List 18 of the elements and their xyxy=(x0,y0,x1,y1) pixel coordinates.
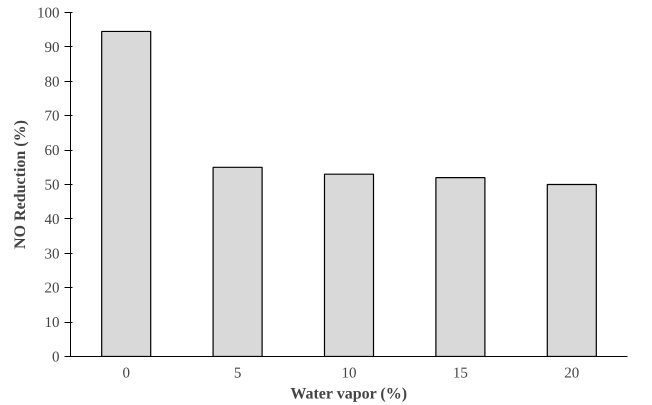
y-tick-label: 60 xyxy=(44,143,60,160)
y-tick-label: 70 xyxy=(44,108,60,125)
y-tick-label: 30 xyxy=(44,246,60,262)
x-tick-label: 0 xyxy=(122,366,130,382)
y-tick-label: 40 xyxy=(44,212,60,228)
x-tick-label: 20 xyxy=(564,366,580,382)
y-tick-label: 10 xyxy=(44,315,60,332)
x-tick-label: 15 xyxy=(452,366,468,382)
y-tick-label: 100 xyxy=(37,6,60,22)
x-tick-label: 10 xyxy=(342,366,356,382)
x-axis-title: Water vapor (%) xyxy=(290,386,408,402)
y-tick-label: 90 xyxy=(44,40,60,56)
y-tick-label: 0 xyxy=(52,350,60,366)
y-tick-label: 80 xyxy=(44,74,60,90)
y-tick-label: 50 xyxy=(44,178,60,194)
y-axis-title: NO Reduction (%) xyxy=(12,120,29,249)
x-tick-label: 5 xyxy=(234,366,242,382)
y-tick-label: 20 xyxy=(44,280,60,297)
